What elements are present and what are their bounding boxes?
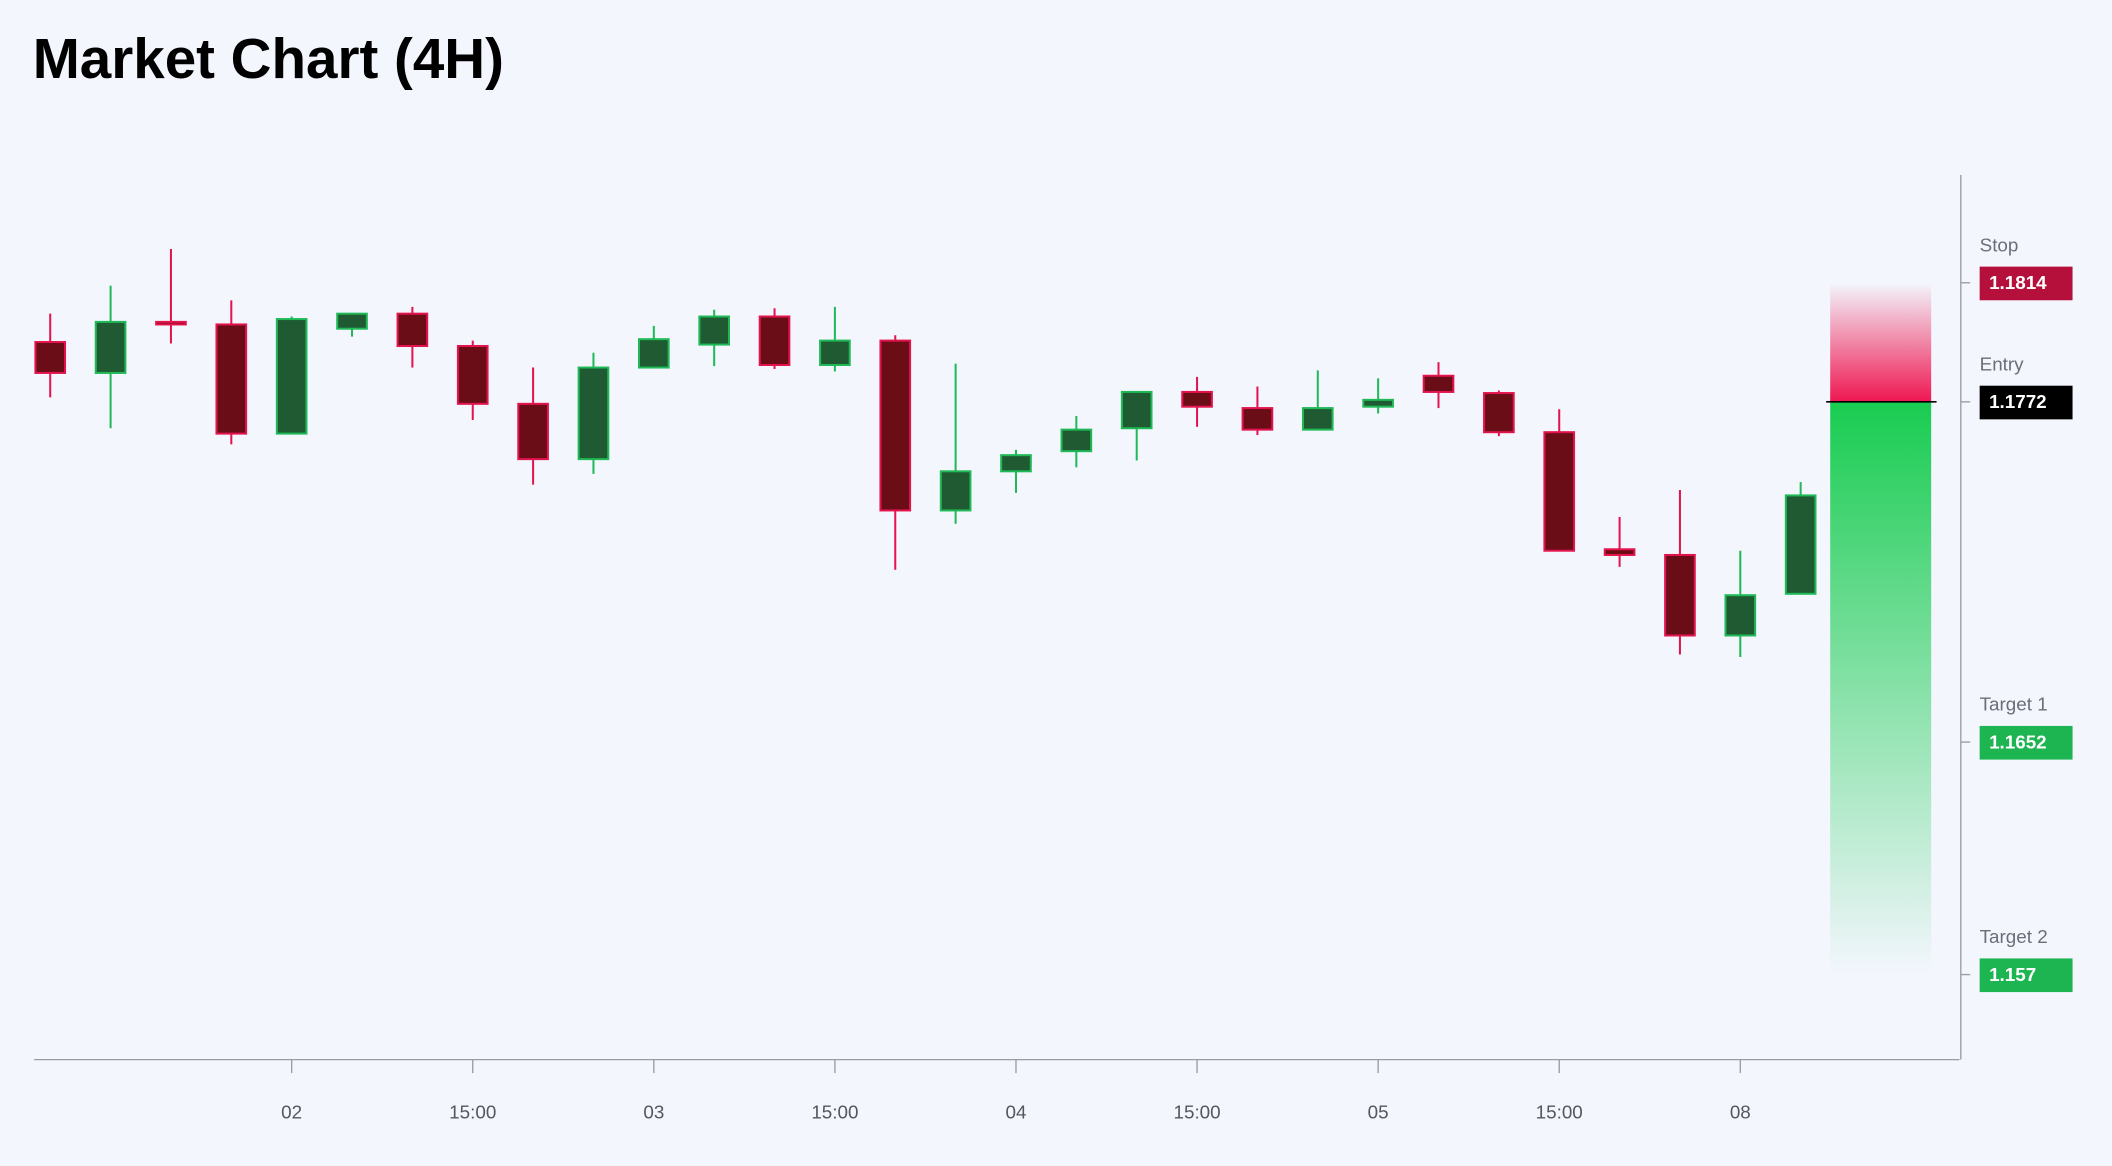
candle-body [1664,553,1696,637]
level-name: Target 1 [1980,694,2048,715]
chart-title: Market Chart (4H) [33,27,504,90]
candle-body [1301,407,1334,431]
candle-body [275,318,308,435]
candle-body [1543,431,1576,552]
level-name: Entry [1980,353,2025,374]
target-zone [1830,401,1932,975]
candle-body [94,320,127,374]
level-badge [1979,958,2073,993]
x-tick-label: 08 [1730,1101,1751,1122]
level-badge [1979,725,2073,760]
candle-body [698,315,731,346]
candle-body [1241,407,1274,431]
candle-body [1483,392,1515,434]
x-tick-label: 15:00 [1536,1101,1583,1122]
candle-body [215,323,248,435]
candle-body [1181,390,1213,408]
level-value: 1.157 [1989,964,2036,985]
candle-body [939,470,972,512]
candle-body [456,344,489,405]
candle-body [1724,594,1757,637]
x-tick-label: 04 [1006,1101,1027,1122]
candle-body [34,341,67,374]
candle-body [819,339,851,367]
x-tick-label: 15:00 [811,1101,858,1122]
x-tick-label: 15:00 [449,1101,496,1122]
candle-body [879,339,912,512]
candle-body [1000,454,1032,473]
candle-body [1422,374,1455,393]
candle-body [1362,398,1394,408]
x-tick-label: 05 [1368,1101,1389,1122]
level-value: 1.1772 [1989,391,2047,412]
level-badge [1979,385,2073,420]
candle-body [1060,428,1093,453]
x-tick-label: 15:00 [1174,1101,1221,1122]
level-name: Stop [1980,234,2019,255]
candle-body [336,312,368,330]
candle-body [517,402,549,461]
level-value: 1.1652 [1989,731,2047,752]
candle-body [396,312,429,348]
candle-body [1603,548,1636,556]
level-badge [1979,266,2073,301]
candle-body [577,366,610,461]
level-name: Target 2 [1980,926,2048,947]
x-tick-label: 03 [643,1101,664,1122]
level-value: 1.1814 [1989,272,2047,293]
candle-body [758,315,791,367]
candle-body [155,320,187,326]
candle-body [1784,494,1817,595]
stop-zone [1830,282,1932,402]
candle-body [638,338,670,369]
x-tick-label: 02 [281,1101,302,1122]
candle-body [1120,390,1153,430]
